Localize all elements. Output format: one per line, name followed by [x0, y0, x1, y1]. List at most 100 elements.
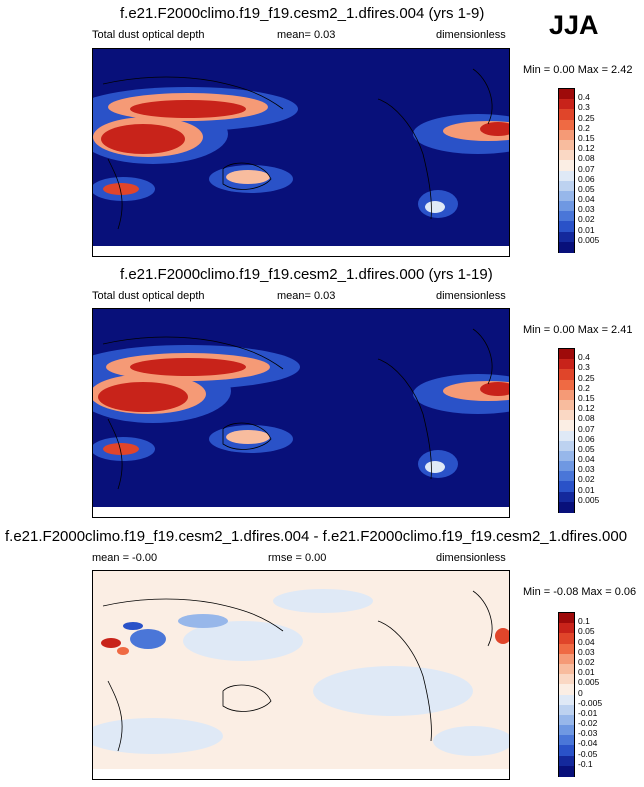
colorbar-tick-label: 0.04 [578, 636, 595, 647]
colorbar-segment [559, 170, 574, 182]
colorbar-segment [559, 745, 574, 757]
colorbar-tick-label: -0.02 [578, 718, 598, 729]
colorbar-tick-label: 0.02 [578, 474, 595, 485]
panel-1-map [92, 48, 510, 257]
colorbar-segment [559, 714, 574, 726]
season-label: JJA [549, 10, 599, 40]
colorbar-tick-label: 0.15 [578, 132, 595, 143]
colorbar-tick-label: 0.03 [578, 204, 595, 215]
colorbar-tick-label: 0.06 [578, 173, 595, 184]
colorbar-tick-label: 0.02 [578, 214, 595, 225]
colorbar-segment [559, 623, 574, 634]
colorbar-tick-label: 0.01 [578, 224, 595, 235]
colorbar-segment [559, 491, 574, 503]
colorbar-tick-label: 0.04 [578, 454, 595, 465]
colorbar-tick-label: 0.02 [578, 656, 595, 667]
colorbar-segment [559, 471, 574, 482]
panel-3-map [92, 570, 510, 780]
colorbar-tick-label: -0.04 [578, 738, 598, 749]
colorbar-tick-label: -0.005 [578, 697, 603, 708]
colorbar-tick-label: -0.05 [578, 748, 598, 759]
colorbar-segment [559, 684, 574, 695]
colorbar-segment [559, 735, 574, 746]
colorbar-tick-label: 0.005 [578, 234, 600, 245]
panel-3-mean-label: mean = -0.00 [92, 552, 158, 564]
colorbar-tick-label: 0.07 [578, 163, 595, 174]
colorbar-segment [559, 643, 574, 655]
colorbar-tick-label: 0.04 [578, 194, 595, 205]
panel-1-field-label: Total dust optical depth [92, 29, 205, 41]
colorbar-segment [559, 139, 574, 151]
colorbar-segment [559, 613, 574, 624]
colorbar-segment [559, 399, 574, 411]
colorbar-segment [559, 461, 574, 472]
panel-2-field-label: Total dust optical depth [92, 290, 205, 302]
colorbar-segment [559, 755, 574, 767]
colorbar-segment [559, 653, 574, 665]
colorbar-tick-label: -0.03 [578, 728, 598, 739]
panel-3-rmse-label: rmse = 0.00 [268, 552, 327, 564]
colorbar-segment [559, 450, 574, 462]
colorbar-segment [559, 129, 574, 141]
colorbar-tick-label: 0.12 [578, 143, 595, 154]
panel-3-units-label: dimensionless [436, 552, 506, 564]
colorbar-segment [559, 221, 574, 233]
colorbar-segment [559, 389, 574, 401]
colorbar-tick-label: 0.3 [578, 362, 590, 373]
panel-2-units-label: dimensionless [436, 290, 506, 302]
colorbar-segment [559, 150, 574, 161]
colorbar-tick-label: 0.005 [578, 677, 600, 688]
colorbar-tick-label: 0.3 [578, 102, 590, 113]
colorbar-segment [559, 725, 574, 736]
colorbar-segment [559, 211, 574, 222]
colorbar-segment [559, 201, 574, 212]
colorbar-tick-label: 0.4 [578, 92, 590, 103]
colorbar-tick-label: 0.15 [578, 392, 595, 403]
colorbar-segment [559, 663, 574, 675]
colorbar-tick-label: 0.08 [578, 413, 595, 424]
colorbar-segment [559, 241, 574, 253]
panel-3-title: f.e21.F2000climo.f19_f19.cesm2_1.dfires.… [5, 528, 628, 545]
colorbar-tick-label: -0.01 [578, 707, 598, 718]
colorbar-segment [559, 190, 574, 202]
colorbar-segment [559, 440, 574, 452]
colorbar-segment [559, 160, 574, 171]
colorbar-segment [559, 89, 574, 100]
colorbar-tick-label: 0.2 [578, 382, 590, 393]
panel-1-colorbar [558, 88, 575, 253]
colorbar-tick-label: 0.005 [578, 494, 600, 505]
colorbar-tick-label: 0.25 [578, 112, 595, 123]
colorbar-tick-label: 0.08 [578, 153, 595, 164]
colorbar-tick-label: 0.07 [578, 423, 595, 434]
panel-1-units-label: dimensionless [436, 29, 506, 41]
panel-1-title: f.e21.F2000climo.f19_f19.cesm2_1.dfires.… [120, 5, 485, 22]
colorbar-segment [559, 359, 574, 370]
colorbar-segment [559, 369, 574, 381]
colorbar-tick-label: 0.03 [578, 646, 595, 657]
colorbar-tick-label: 0.01 [578, 484, 595, 495]
colorbar-segment [559, 379, 574, 391]
colorbar-segment [559, 410, 574, 421]
colorbar-segment [559, 119, 574, 131]
panel-1-minmax: Min = 0.00 Max = 2.42 [523, 64, 633, 76]
panel-2-title: f.e21.F2000climo.f19_f19.cesm2_1.dfires.… [120, 266, 493, 283]
panel-2-mean-label: mean= 0.03 [277, 290, 336, 302]
colorbar-tick-label: 0.12 [578, 403, 595, 414]
colorbar-segment [559, 349, 574, 360]
colorbar-tick-label: 0.05 [578, 626, 595, 637]
colorbar-segment [559, 231, 574, 243]
panel-1-mean-label: mean= 0.03 [277, 29, 336, 41]
panel-3-colorbar [558, 612, 575, 777]
panel-3-minmax: Min = -0.08 Max = 0.06 [523, 586, 637, 598]
panel-2-colorbar [558, 348, 575, 513]
colorbar-segment [559, 420, 574, 431]
colorbar-segment [559, 109, 574, 121]
colorbar-tick-label: 0.05 [578, 443, 595, 454]
colorbar-segment [559, 180, 574, 192]
panel-2-map [92, 308, 510, 518]
colorbar-tick-label: 0.06 [578, 433, 595, 444]
colorbar-segment [559, 430, 574, 442]
colorbar-tick-label: 0 [578, 687, 583, 698]
colorbar-tick-label: -0.1 [578, 758, 593, 769]
colorbar-tick-label: 0.01 [578, 667, 595, 678]
